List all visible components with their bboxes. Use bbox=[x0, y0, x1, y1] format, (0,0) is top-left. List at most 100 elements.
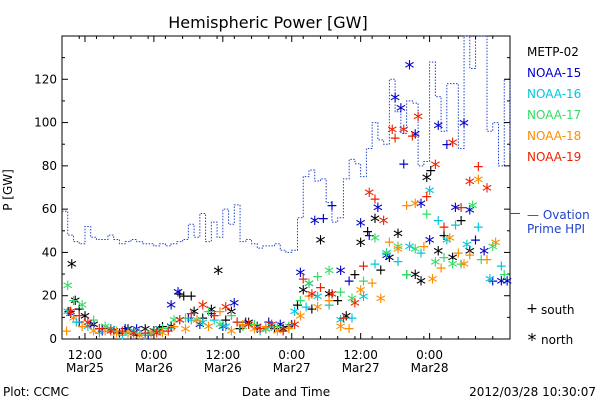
title-layer: Hemispheric Power [GW] bbox=[168, 13, 367, 32]
data-point-noaa-17: * bbox=[304, 275, 314, 299]
marker-legend-north: north bbox=[541, 333, 573, 347]
data-point-noaa-16: * bbox=[221, 318, 231, 342]
data-point-noaa-18: * bbox=[158, 325, 168, 349]
data-point-noaa-18: * bbox=[112, 325, 122, 349]
data-point-noaa-15: * bbox=[356, 214, 366, 238]
data-point-noaa-15: + bbox=[487, 274, 499, 290]
data-point-noaa-16: * bbox=[313, 288, 323, 312]
data-point-metp-02: * bbox=[149, 323, 159, 347]
data-point-noaa-16: + bbox=[208, 313, 220, 329]
data-point-noaa-16: + bbox=[392, 254, 404, 270]
data-point-metp-02: * bbox=[261, 320, 271, 344]
data-point-noaa-19: + bbox=[315, 280, 327, 296]
data-point-noaa-17: + bbox=[157, 321, 169, 337]
data-point-noaa-16: + bbox=[415, 245, 427, 261]
data-point-noaa-15: + bbox=[205, 306, 217, 322]
data-point-noaa-17: * bbox=[192, 312, 202, 336]
data-point-noaa-19: * bbox=[152, 325, 162, 349]
data-point-noaa-15: + bbox=[441, 137, 453, 153]
data-point-noaa-19: + bbox=[369, 191, 381, 207]
data-point-noaa-15: * bbox=[382, 247, 392, 271]
data-point-metp-02: * bbox=[410, 266, 420, 290]
data-point-noaa-19: + bbox=[406, 129, 418, 145]
data-point-metp-02: + bbox=[455, 213, 467, 229]
data-point-noaa-17: * bbox=[488, 238, 498, 262]
data-point-noaa-15: * bbox=[336, 262, 346, 286]
data-point-noaa-17: * bbox=[77, 297, 87, 321]
chart-title: Hemispheric Power [GW] bbox=[168, 13, 367, 32]
data-point-noaa-15: * bbox=[252, 318, 262, 342]
data-point-noaa-19: * bbox=[399, 121, 409, 145]
x-tick-label-date: Mar26 bbox=[135, 361, 173, 375]
data-point-noaa-19: + bbox=[254, 321, 266, 337]
data-point-noaa-19: * bbox=[198, 297, 208, 321]
data-point-noaa-18: + bbox=[323, 293, 335, 309]
y-tick-label: 40 bbox=[42, 245, 57, 259]
footer-plot-credit: Plot: CCMC bbox=[3, 385, 69, 399]
data-point-noaa-19: + bbox=[297, 271, 309, 287]
data-point-noaa-15: * bbox=[195, 316, 205, 340]
data-point-noaa-17: * bbox=[261, 320, 271, 344]
data-point-metp-02: * bbox=[213, 262, 223, 286]
data-point-metp-02: + bbox=[438, 228, 450, 244]
data-point-noaa-19: + bbox=[438, 219, 450, 235]
data-point-noaa-18: * bbox=[203, 318, 213, 342]
legend-item-metp-02: METP-02 bbox=[527, 45, 579, 59]
data-point-noaa-18: + bbox=[283, 321, 295, 337]
data-point-noaa-17: * bbox=[123, 325, 133, 349]
data-point-noaa-18: + bbox=[76, 319, 88, 335]
data-point-noaa-18: * bbox=[491, 234, 501, 258]
data-point-metp-02: * bbox=[140, 320, 150, 344]
data-point-noaa-15: + bbox=[470, 232, 482, 248]
data-point-metp-02: * bbox=[189, 303, 199, 327]
data-point-metp-02: + bbox=[306, 302, 318, 318]
data-point-noaa-15: * bbox=[155, 320, 165, 344]
data-point-noaa-17: * bbox=[448, 255, 458, 279]
data-point-noaa-15: + bbox=[286, 317, 298, 333]
data-point-noaa-17: * bbox=[324, 262, 334, 286]
data-point-metp-02: * bbox=[123, 320, 133, 344]
data-point-noaa-17: * bbox=[393, 238, 403, 262]
data-point-noaa-17: + bbox=[438, 250, 450, 266]
ovation-layer bbox=[62, 35, 520, 253]
data-point-noaa-18: * bbox=[376, 290, 386, 314]
data-point-noaa-17: * bbox=[238, 318, 248, 342]
data-point-noaa-18: + bbox=[401, 198, 413, 214]
ovation-legend-line2: Prime HPI bbox=[527, 222, 585, 236]
data-point-noaa-19: + bbox=[73, 308, 85, 324]
data-point-noaa-18: + bbox=[452, 245, 464, 261]
data-point-noaa-15: * bbox=[479, 242, 489, 266]
plot-border bbox=[61, 35, 511, 340]
data-point-noaa-19: + bbox=[455, 200, 467, 216]
data-point-metp-02: + bbox=[96, 321, 108, 337]
data-point-noaa-16: + bbox=[473, 219, 485, 235]
data-point-noaa-17: * bbox=[146, 325, 156, 349]
data-point-noaa-16: + bbox=[277, 323, 289, 339]
data-point-noaa-17: * bbox=[63, 277, 73, 301]
data-point-noaa-18: + bbox=[99, 323, 111, 339]
data-point-noaa-17: + bbox=[294, 293, 306, 309]
data-point-noaa-19: * bbox=[327, 286, 337, 310]
data-point-metp-02: + bbox=[157, 319, 169, 335]
data-point-noaa-19: + bbox=[277, 323, 289, 339]
data-point-metp-02: * bbox=[80, 307, 90, 331]
data-point-noaa-19: * bbox=[129, 325, 139, 349]
data-point-noaa-15: + bbox=[326, 198, 338, 214]
data-point-noaa-18: + bbox=[418, 239, 430, 255]
data-point-noaa-16: + bbox=[300, 300, 312, 316]
data-point-noaa-19: + bbox=[162, 323, 174, 339]
data-point-noaa-15: + bbox=[317, 211, 329, 227]
data-point-noaa-16: + bbox=[162, 321, 174, 337]
data-point-noaa-18: * bbox=[393, 240, 403, 264]
data-point-noaa-16: + bbox=[346, 310, 358, 326]
data-point-noaa-18: + bbox=[464, 248, 476, 264]
data-point-noaa-17: * bbox=[215, 316, 225, 340]
data-point-noaa-16: + bbox=[496, 258, 508, 274]
data-point-noaa-16: * bbox=[442, 232, 452, 256]
data-point-noaa-16: * bbox=[175, 312, 185, 336]
data-point-metp-02: * bbox=[356, 234, 366, 258]
data-point-noaa-18: * bbox=[89, 323, 99, 347]
data-point-metp-02: + bbox=[425, 163, 437, 179]
data-point-noaa-18: * bbox=[336, 318, 346, 342]
data-point-noaa-16: * bbox=[106, 320, 116, 344]
